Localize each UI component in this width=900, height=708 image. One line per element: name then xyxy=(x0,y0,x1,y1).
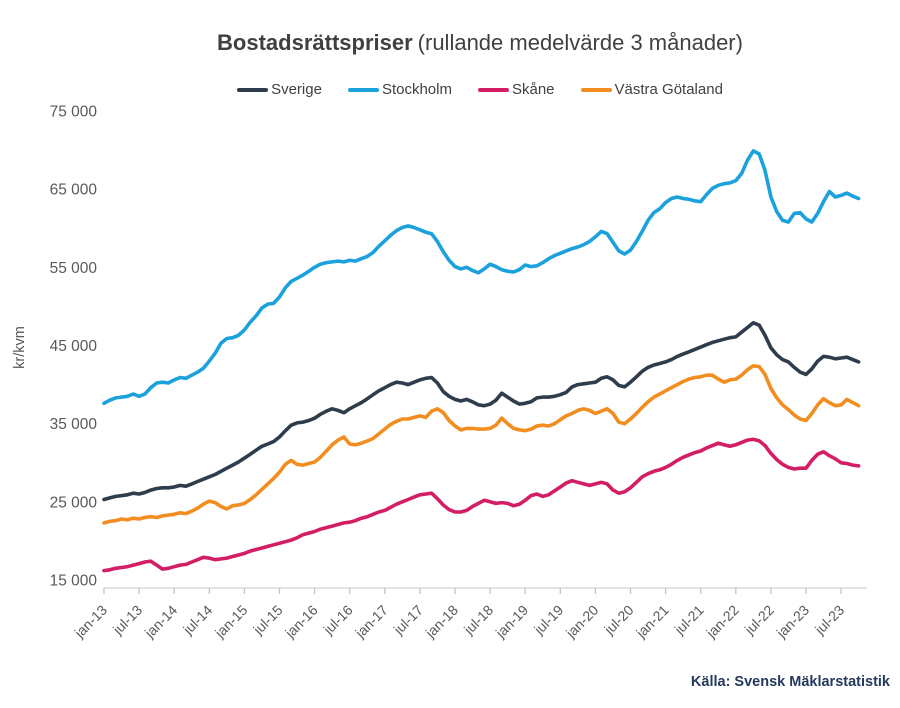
legend-label-sverige: Sverige xyxy=(271,81,322,98)
x-tick-label: jan-22 xyxy=(702,602,742,642)
legend-item-skane: Skåne xyxy=(477,81,555,98)
series-line-stockholm xyxy=(102,149,861,406)
legend-item-stockholm: Stockholm xyxy=(347,81,452,98)
chart-title-sub: (rullande medelvärde 3 månader) xyxy=(417,30,743,55)
y-tick-label: 65 000 xyxy=(50,182,98,199)
series-line-skane xyxy=(102,437,861,573)
source-caption: Källa: Svensk Mäklarstatistik xyxy=(690,674,890,690)
x-tick-label: jul-17 xyxy=(390,602,426,638)
y-tick-label: 35 000 xyxy=(50,416,98,433)
x-tick-label: jul-16 xyxy=(320,602,356,638)
legend-label-stockholm: Stockholm xyxy=(381,81,452,98)
y-tick-label: 25 000 xyxy=(50,494,98,511)
legend-label-skane: Skåne xyxy=(511,81,555,98)
x-tick-label: jan-19 xyxy=(492,602,532,642)
chart-title: Bostadsrättspriser (rullande medelvärde 3… xyxy=(64,30,896,56)
y-tick-label: 15 000 xyxy=(50,573,98,590)
x-tick-label: jul-23 xyxy=(811,602,847,638)
y-axis-title: kr/kvm xyxy=(12,326,28,369)
x-tick-label: jan-13 xyxy=(71,602,111,642)
legend-item-vastra-gotaland: Västra Götaland xyxy=(580,81,723,98)
series-line-sverige xyxy=(102,320,861,502)
y-tick-label: 55 000 xyxy=(50,260,98,277)
x-tick-label: jul-22 xyxy=(741,602,777,638)
legend-label-vastra-gotaland: Västra Götaland xyxy=(614,81,723,98)
x-tick-label: jul-14 xyxy=(179,602,215,638)
x-tick-label: jul-20 xyxy=(600,602,636,638)
legend-swatch-skane xyxy=(477,87,509,92)
x-tick-label: jan-16 xyxy=(281,602,321,642)
legend: Sverige Stockholm Skåne Västra Götaland xyxy=(64,82,896,97)
x-tick-label: jan-14 xyxy=(141,602,181,642)
x-tick-label: jan-23 xyxy=(773,602,813,642)
x-tick-label: jul-13 xyxy=(109,602,145,638)
legend-item-sverige: Sverige xyxy=(237,82,322,97)
x-tick-label: jan-20 xyxy=(562,602,602,642)
series-line-vastra-gotaland xyxy=(102,363,861,525)
legend-swatch-stockholm xyxy=(347,87,379,92)
legend-swatch-vastra-gotaland xyxy=(580,87,612,92)
x-tick-label: jan-21 xyxy=(632,602,672,642)
y-tick-label: 45 000 xyxy=(50,338,98,355)
x-tick-label: jul-19 xyxy=(530,602,566,638)
x-tick-label: jan-15 xyxy=(211,602,251,642)
x-tick-label: jan-18 xyxy=(422,602,462,642)
y-tick-label: 75 000 xyxy=(50,104,98,121)
x-tick-label: jul-15 xyxy=(249,602,285,638)
chart-title-main: Bostadsrättspriser xyxy=(217,30,413,55)
x-tick-label: jul-21 xyxy=(671,602,707,638)
x-tick-label: jan-17 xyxy=(351,602,391,642)
legend-swatch-sverige xyxy=(237,87,269,92)
x-tick-label: jul-18 xyxy=(460,602,496,638)
